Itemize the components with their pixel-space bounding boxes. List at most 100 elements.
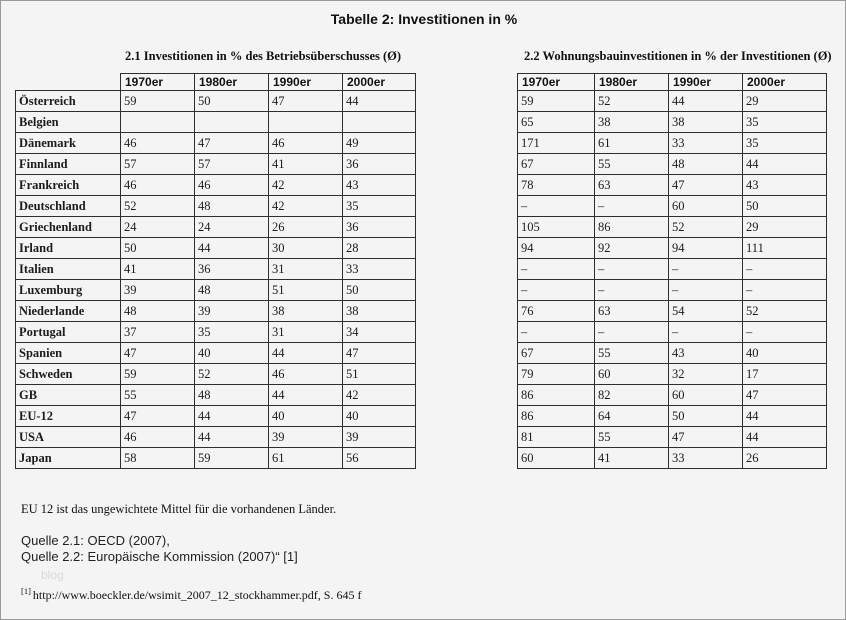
value-cell: 48	[194, 279, 269, 301]
value-cell: 43	[342, 174, 416, 196]
value-cell: 33	[668, 447, 743, 469]
value-cell: 46	[120, 132, 195, 154]
value-cell: 38	[668, 111, 743, 133]
table-row: Japan 58 59 61 56	[15, 447, 416, 469]
table-row: 67 55 48 44	[517, 153, 827, 175]
value-cell: 35	[194, 321, 269, 343]
value-cell: 39	[268, 426, 343, 448]
value-cell: 59	[517, 90, 595, 112]
value-cell: 24	[120, 216, 195, 238]
value-cell: 56	[342, 447, 416, 469]
value-cell: 52	[742, 300, 827, 322]
value-cell: 51	[342, 363, 416, 385]
value-cell: 63	[594, 174, 669, 196]
country-label: Luxemburg	[15, 279, 121, 301]
eu12-note: EU 12 ist das ungewichtete Mittel für di…	[21, 502, 337, 516]
value-cell: 41	[120, 258, 195, 280]
table-row: Schweden 59 52 46 51	[15, 363, 416, 385]
value-cell: –	[668, 321, 743, 343]
table-row: Finnland 57 57 41 36	[15, 153, 416, 175]
value-cell: 46	[120, 174, 195, 196]
blog-watermark: blog	[41, 568, 64, 582]
table-row: 67 55 43 40	[517, 342, 827, 364]
table-row: Frankreich 46 46 42 43	[15, 174, 416, 196]
value-cell: 44	[268, 342, 343, 364]
value-cell: 78	[517, 174, 595, 196]
table-row: 81 55 47 44	[517, 426, 827, 448]
value-cell: 59	[194, 447, 269, 469]
value-cell: 65	[517, 111, 595, 133]
value-cell: 94	[517, 237, 595, 259]
column-header-1980er: 1980er	[194, 73, 269, 91]
table-row: – – – –	[517, 258, 827, 280]
value-cell: 43	[742, 174, 827, 196]
value-cell: 38	[268, 300, 343, 322]
country-label: Niederlande	[15, 300, 121, 322]
value-cell: 61	[594, 132, 669, 154]
value-cell: 46	[268, 363, 343, 385]
table-row: Italien 41 36 31 33	[15, 258, 416, 280]
table-header-row: 1970er 1980er 1990er 2000er	[16, 73, 416, 91]
value-cell: 30	[268, 237, 343, 259]
table-row: Niederlande 48 39 38 38	[15, 300, 416, 322]
table-row: 78 63 47 43	[517, 174, 827, 196]
column-header-1970er: 1970er	[517, 73, 595, 91]
value-cell: 60	[517, 447, 595, 469]
value-cell: 36	[194, 258, 269, 280]
value-cell: 44	[342, 90, 416, 112]
value-cell: –	[517, 258, 595, 280]
value-cell: 57	[120, 153, 195, 175]
country-label: USA	[15, 426, 121, 448]
value-cell: 37	[120, 321, 195, 343]
value-cell: 47	[668, 174, 743, 196]
table-row: 59 52 44 29	[517, 90, 827, 112]
value-cell	[120, 111, 195, 133]
value-cell: –	[594, 321, 669, 343]
value-cell: 79	[517, 363, 595, 385]
country-label: Griechenland	[15, 216, 121, 238]
table-row: 79 60 32 17	[517, 363, 827, 385]
value-cell: 36	[342, 216, 416, 238]
table-investitionen-betriebsueberschuss: 1970er 1980er 1990er 2000er Österreich 59…	[15, 73, 416, 469]
value-cell: 52	[594, 90, 669, 112]
value-cell: 55	[594, 153, 669, 175]
value-cell: 50	[742, 195, 827, 217]
column-header-2000er: 2000er	[342, 73, 416, 91]
value-cell: 111	[742, 237, 827, 259]
table-row: 65 38 38 35	[517, 111, 827, 133]
value-cell: 33	[342, 258, 416, 280]
corner-cell	[16, 74, 121, 91]
value-cell: –	[594, 258, 669, 280]
country-label: Portugal	[15, 321, 121, 343]
value-cell: 48	[120, 300, 195, 322]
table-wohnungsbauinvestitionen: 1970er 1980er 1990er 2000er 59 52 44 29 65 38…	[517, 73, 827, 469]
country-label: Schweden	[15, 363, 121, 385]
value-cell: –	[742, 258, 827, 280]
value-cell: 40	[742, 342, 827, 364]
value-cell: 29	[742, 90, 827, 112]
value-cell: –	[517, 321, 595, 343]
value-cell: 50	[120, 237, 195, 259]
value-cell: 82	[594, 384, 669, 406]
table-row: – – – –	[517, 279, 827, 301]
value-cell: –	[742, 279, 827, 301]
value-cell: 40	[268, 405, 343, 427]
value-cell: 31	[268, 258, 343, 280]
table-row: 60 41 33 26	[517, 447, 827, 469]
value-cell: –	[517, 279, 595, 301]
value-cell: 47	[120, 405, 195, 427]
value-cell: 48	[194, 195, 269, 217]
value-cell: –	[594, 279, 669, 301]
country-label: Deutschland	[15, 195, 121, 217]
value-cell: 35	[742, 111, 827, 133]
value-cell: 47	[268, 90, 343, 112]
value-cell: 52	[120, 195, 195, 217]
value-cell: 42	[342, 384, 416, 406]
table-row: Luxemburg 39 48 51 50	[15, 279, 416, 301]
country-label: EU-12	[15, 405, 121, 427]
value-cell: 46	[120, 426, 195, 448]
table-row: 86 64 50 44	[517, 405, 827, 427]
table-row: Irland 50 44 30 28	[15, 237, 416, 259]
table-row: Belgien	[15, 111, 416, 133]
value-cell: 54	[668, 300, 743, 322]
